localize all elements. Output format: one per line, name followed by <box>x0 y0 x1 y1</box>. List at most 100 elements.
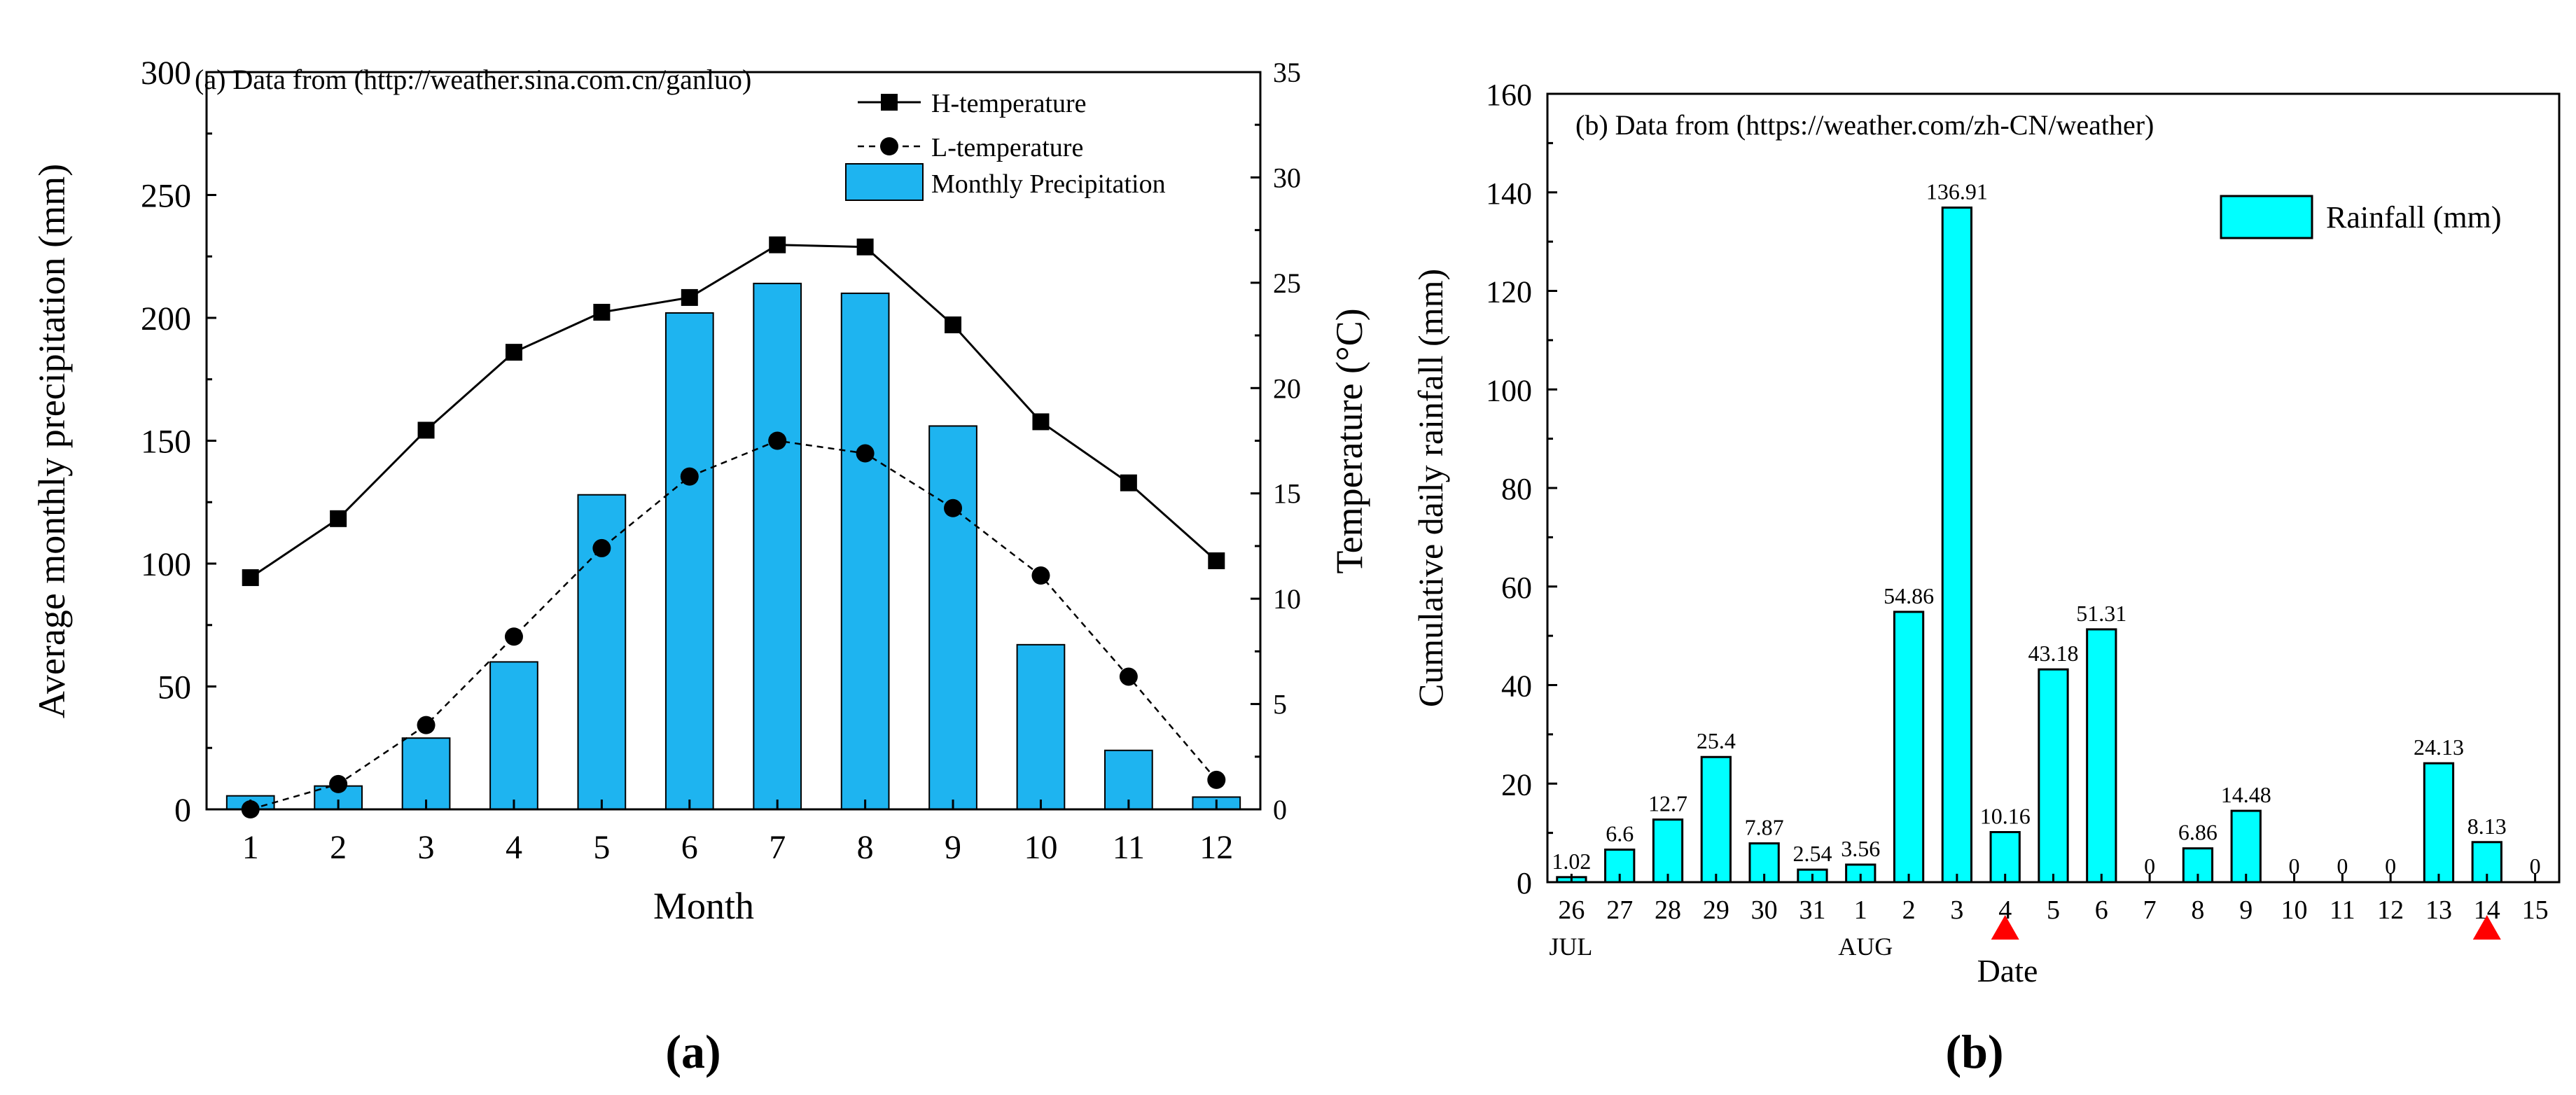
b-x-tick-label-6: 6 <box>2095 895 2108 925</box>
b-x-tick-label-5: 5 <box>2047 895 2060 925</box>
right-y-tick-label-30: 30 <box>1273 162 1301 193</box>
legend-h-temperature-marker <box>881 94 898 111</box>
month-label-jul: JUL <box>1549 933 1592 961</box>
rainfall-value-label-10: 0 <box>2289 853 2300 879</box>
rainfall-bar-30 <box>1748 842 1780 884</box>
x-tick-label-month-6: 6 <box>681 829 698 866</box>
rainfall-bar-9 <box>2230 809 2262 884</box>
b-y-tick-label-20: 20 <box>1501 767 1532 802</box>
rainfall-value-label-9: 14.48 <box>2221 782 2271 807</box>
rainfall-value-label-8: 6.86 <box>2178 820 2218 845</box>
b-y-tick-label-0: 0 <box>1517 866 1532 900</box>
b-x-tick-label-11: 11 <box>2330 895 2355 925</box>
x-tick-label-month-1: 1 <box>242 829 259 866</box>
h-temperature-point-10 <box>1032 413 1050 431</box>
l-temperature-point-5 <box>592 538 611 557</box>
rainfall-bar-5 <box>2038 668 2069 884</box>
b-x-tick-label-2: 2 <box>1902 895 1916 925</box>
precipitation-bar-3 <box>401 737 451 810</box>
b-x-tick-label-10: 10 <box>2281 895 2308 925</box>
precipitation-bar-9 <box>928 425 977 810</box>
l-temperature-point-9 <box>944 498 963 517</box>
left-y-tick-label-250: 250 <box>141 178 191 215</box>
rainfall-value-label-28: 12.7 <box>1648 791 1687 816</box>
l-temperature-series-line <box>250 440 1218 811</box>
h-temperature-point-3 <box>417 421 435 439</box>
panel-b-chart: 1.026.612.725.47.872.54 3.5654.86136.9110… <box>1411 78 2561 1078</box>
precipitation-bar-7 <box>753 282 802 810</box>
panel-a-right-y-axis-title: Temperature (°C) <box>1328 308 1370 573</box>
rainfall-value-label-2: 54.86 <box>1884 583 1934 608</box>
rainfall-value-label-4: 10.16 <box>1980 803 2031 828</box>
b-x-tick-label-29: 29 <box>1703 895 1729 925</box>
legend-precipitation-swatch <box>845 163 924 201</box>
rainfall-value-label-31: 2.54 <box>1792 841 1832 866</box>
h-temperature-point-1 <box>242 569 259 587</box>
right-y-tick-label-35: 35 <box>1273 57 1301 88</box>
rainfall-value-label-3: 136.91 <box>1926 179 1988 204</box>
right-y-tick-label-25: 25 <box>1273 267 1301 299</box>
b-x-tick-label-26: 26 <box>1558 895 1585 925</box>
rainfall-value-label-13: 24.13 <box>2414 734 2464 760</box>
x-tick-label-month-8: 8 <box>857 829 874 866</box>
b-x-tick-label-31: 31 <box>1799 895 1825 925</box>
right-y-tick-label-10: 10 <box>1273 583 1301 615</box>
left-y-tick-label-300: 300 <box>141 55 191 92</box>
rainfall-bar-3 <box>1941 206 1973 884</box>
b-x-tick-label-12: 12 <box>2377 895 2404 925</box>
b-y-tick-label-40: 40 <box>1501 669 1532 704</box>
rainfall-bar-2 <box>1893 611 1925 884</box>
b-x-tick-label-15: 15 <box>2522 895 2549 925</box>
b-y-tick-label-160: 160 <box>1486 78 1532 112</box>
b-x-tick-label-1: 1 <box>1854 895 1867 925</box>
precipitation-bar-6 <box>664 312 714 811</box>
h-temperature-point-9 <box>945 316 962 334</box>
h-temperature-point-11 <box>1120 474 1137 491</box>
red-triangle-marker-4 <box>1991 915 2019 940</box>
rainfall-value-label-15: 0 <box>2530 853 2541 879</box>
panel-a-label: (a) <box>665 1025 720 1078</box>
right-y-tick-label-15: 15 <box>1273 478 1301 510</box>
l-temperature-point-7 <box>768 431 787 450</box>
l-temperature-point-2 <box>329 774 348 793</box>
b-x-tick-label-9: 9 <box>2239 895 2253 925</box>
legend-l-temperature-label: L-temperature <box>931 133 1083 162</box>
legend-rainfall-label: Rainfall (mm) <box>2326 200 2502 235</box>
x-tick-label-month-2: 2 <box>330 829 347 866</box>
right-y-tick-label-5: 5 <box>1273 689 1287 720</box>
l-temperature-point-12 <box>1207 770 1226 789</box>
l-temperature-point-3 <box>417 716 436 734</box>
x-tick-label-month-5: 5 <box>593 829 610 866</box>
x-tick-label-month-7: 7 <box>769 829 786 866</box>
rainfall-bar-28 <box>1652 818 1684 884</box>
b-x-tick-label-27: 27 <box>1606 895 1633 925</box>
precipitation-bar-4 <box>489 661 538 811</box>
rainfall-value-label-30: 7.87 <box>1745 815 1784 840</box>
panel-b-label: (b) <box>1945 1025 2003 1078</box>
legend-l-temperature-marker <box>880 137 898 155</box>
left-y-tick-label-150: 150 <box>141 424 191 461</box>
x-tick-label-month-11: 11 <box>1113 829 1145 866</box>
b-x-tick-label-7: 7 <box>2143 895 2157 925</box>
b-x-tick-label-28: 28 <box>1655 895 1681 925</box>
rainfall-value-label-1: 3.56 <box>1841 836 1880 861</box>
right-y-tick-label-20: 20 <box>1273 372 1301 404</box>
x-tick-label-month-12: 12 <box>1199 829 1233 866</box>
precipitation-bar-8 <box>840 292 890 810</box>
b-x-tick-label-4: 4 <box>1998 895 2012 925</box>
legend-h-temperature-label: H-temperature <box>931 89 1087 118</box>
rainfall-value-label-5: 43.18 <box>2028 641 2079 666</box>
b-y-tick-label-100: 100 <box>1486 373 1532 407</box>
left-y-tick-label-100: 100 <box>141 546 191 583</box>
b-y-tick-label-60: 60 <box>1501 571 1532 605</box>
h-temperature-point-7 <box>769 236 786 253</box>
panel-a-annotation: (a) Data from (http://weather.sina.com.c… <box>195 64 751 95</box>
x-tick-label-month-9: 9 <box>945 829 961 866</box>
panel-b-y-axis-title: Cumulative daily rainfall (mm) <box>1411 269 1450 707</box>
b-y-tick-label-120: 120 <box>1486 275 1532 309</box>
h-temperature-point-4 <box>505 344 522 361</box>
panel-b-annotation: (b) Data from (https://weather.com/zh-CN… <box>1575 109 2154 141</box>
legend-rainfall-swatch <box>2220 195 2313 239</box>
